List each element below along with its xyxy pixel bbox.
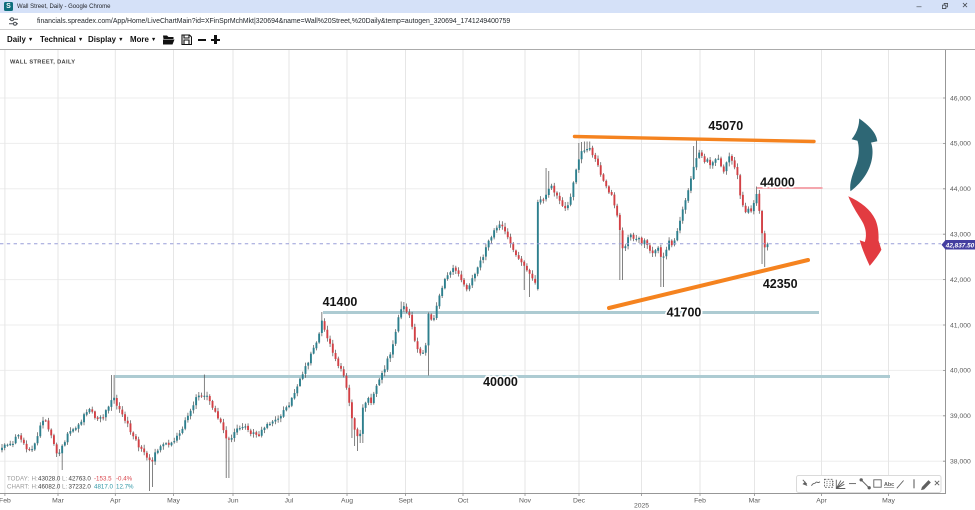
svg-text:Mar: Mar: [52, 498, 64, 505]
svg-text:41700: 41700: [667, 306, 702, 320]
svg-text:45070: 45070: [708, 119, 743, 133]
svg-text:H:: H:: [32, 484, 38, 491]
svg-text:41,000: 41,000: [950, 322, 971, 329]
svg-text:H:: H:: [32, 476, 38, 483]
svg-text:45,000: 45,000: [950, 141, 971, 148]
svg-text:L:: L:: [62, 476, 67, 483]
svg-text:-0.4%: -0.4%: [116, 476, 133, 483]
svg-text:38,000: 38,000: [950, 459, 971, 466]
svg-text:12.7%: 12.7%: [116, 484, 134, 491]
svg-text:46082.0: 46082.0: [38, 484, 61, 491]
svg-text:Aug: Aug: [341, 498, 353, 505]
svg-text:Mar: Mar: [749, 498, 761, 505]
svg-text:-153.5: -153.5: [94, 476, 112, 483]
svg-text:42,000: 42,000: [950, 277, 971, 284]
svg-text:4817.0: 4817.0: [94, 484, 113, 491]
svg-text:39,000: 39,000: [950, 413, 971, 420]
svg-text:Jul: Jul: [285, 498, 294, 505]
svg-text:42763.0: 42763.0: [69, 476, 92, 483]
svg-text:2025: 2025: [634, 503, 649, 510]
svg-text:40,000: 40,000: [950, 368, 971, 375]
svg-text:CHART:: CHART:: [7, 484, 30, 491]
svg-text:44,000: 44,000: [950, 186, 971, 193]
svg-text:Nov: Nov: [519, 498, 532, 505]
svg-text:42,837.50: 42,837.50: [945, 242, 975, 249]
svg-text:46,000: 46,000: [950, 95, 971, 102]
svg-text:Jun: Jun: [228, 498, 239, 505]
svg-text:42350: 42350: [763, 277, 798, 291]
svg-text:40000: 40000: [483, 375, 518, 389]
svg-text:Feb: Feb: [694, 498, 706, 505]
svg-text:Apr: Apr: [110, 498, 121, 505]
svg-text:43028.0: 43028.0: [38, 476, 61, 483]
svg-text:37232.0: 37232.0: [69, 484, 92, 491]
svg-text:L:: L:: [62, 484, 67, 491]
svg-text:Dec: Dec: [573, 498, 586, 505]
svg-text:43,000: 43,000: [950, 232, 971, 239]
svg-text:Feb: Feb: [0, 498, 11, 505]
svg-text:Abc: Abc: [884, 482, 894, 488]
svg-text:44000: 44000: [760, 176, 795, 190]
svg-text:41400: 41400: [323, 295, 358, 309]
svg-text:TODAY:: TODAY:: [7, 476, 29, 483]
svg-text:WALL STREET, DAILY: WALL STREET, DAILY: [10, 60, 75, 66]
svg-text:Apr: Apr: [816, 498, 827, 505]
svg-text:May: May: [882, 498, 895, 505]
svg-text:May: May: [167, 498, 180, 505]
svg-text:Oct: Oct: [458, 498, 469, 505]
svg-text:Sept: Sept: [399, 498, 413, 505]
